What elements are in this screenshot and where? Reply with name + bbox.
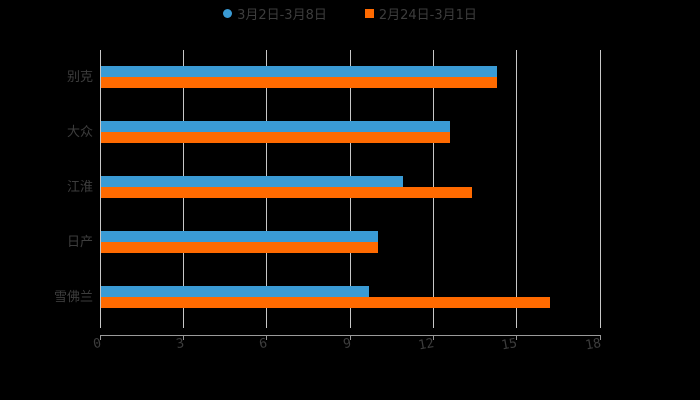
x-tick-label: 0: [92, 336, 103, 353]
category-label-chevrolet: 雪佛兰: [53, 290, 93, 305]
legend-item-series-2[interactable]: 2月24日-3月1日: [364, 4, 477, 23]
category-label-volkswagen: 大众: [66, 125, 93, 140]
bar-series-1[interactable]: [100, 176, 403, 187]
bar-series-1[interactable]: [100, 286, 369, 297]
legend: 3月2日-3月8日 2月24日-3月1日: [0, 3, 700, 23]
legend-label: 2月24日-3月1日: [378, 7, 477, 23]
bar-series-1[interactable]: [100, 66, 497, 77]
category-label-nissan: 日产: [66, 235, 93, 250]
x-tick-label: 3: [175, 336, 186, 353]
x-tick-label: 9: [342, 336, 353, 353]
square-marker-icon: [364, 8, 374, 18]
y-axis-line: [100, 50, 101, 328]
bar-series-2[interactable]: [100, 187, 472, 198]
bar-series-2[interactable]: [100, 77, 497, 88]
bar-series-1[interactable]: [100, 121, 450, 132]
x-axis-tick: [433, 335, 434, 340]
x-axis-tick: [600, 335, 601, 340]
gridline: [600, 50, 601, 328]
x-tick-label: 15: [500, 336, 519, 354]
bar-series-2[interactable]: [100, 242, 378, 253]
x-tick-label: 12: [417, 336, 436, 354]
x-axis-tick: [516, 335, 517, 340]
x-axis-tick: [266, 335, 267, 340]
x-tick-label: 18: [584, 336, 603, 354]
category-label-jac: 江淮: [66, 180, 93, 195]
gridline: [516, 50, 517, 328]
legend-item-series-1[interactable]: 3月2日-3月8日: [223, 4, 327, 23]
bar-series-2[interactable]: [100, 297, 550, 308]
x-axis-tick: [183, 335, 184, 340]
bar-series-2[interactable]: [100, 132, 450, 143]
category-label-buick: 别克: [66, 70, 93, 85]
bar-series-1[interactable]: [100, 231, 378, 242]
x-tick-label: 6: [258, 336, 269, 353]
x-axis-tick: [350, 335, 351, 340]
circle-marker-icon: [223, 8, 233, 18]
legend-label: 3月2日-3月8日: [237, 7, 327, 23]
x-axis-tick: [100, 335, 101, 340]
